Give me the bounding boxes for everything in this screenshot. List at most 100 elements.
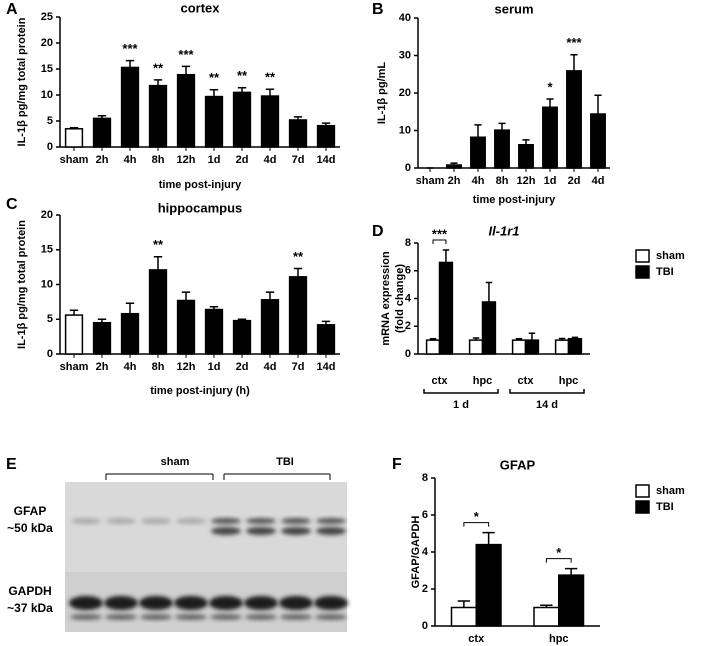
y-tick-label: 2	[422, 583, 428, 595]
significance-label: **	[153, 237, 164, 252]
y-axis-title: IL-1β pg/mL	[376, 62, 388, 125]
x-tick-label: 4d	[264, 154, 277, 166]
blot-band	[314, 596, 348, 610]
y-tick-label: 10	[41, 89, 53, 101]
x-tick-label: 2d	[568, 175, 581, 187]
bar	[590, 113, 606, 169]
panel-letter: E	[6, 456, 17, 473]
panel-letter: C	[6, 196, 18, 213]
bar	[524, 339, 540, 355]
x-tick-label: ctx	[468, 633, 485, 645]
chart-title: GFAP	[500, 457, 536, 472]
significance-bracket	[463, 522, 490, 527]
bar	[64, 314, 84, 355]
x-tick-label: hpc	[473, 375, 493, 387]
bar	[470, 136, 486, 169]
error-bar	[457, 600, 471, 608]
y-tick-label: 0	[405, 162, 411, 174]
blot-group-label: sham	[161, 456, 190, 468]
chart-panel: F GFAP 0 2 4 6 8 GFAP/GAPDH ctx * hpc * sham TBI	[392, 456, 685, 645]
blot-band	[211, 527, 241, 535]
error-bar	[528, 332, 536, 341]
y-axis-title: IL-1β pg/mg total protein	[16, 220, 28, 349]
error-bar	[482, 531, 495, 545]
y-tick-label: 5	[47, 313, 53, 325]
x-tick-label: 14d	[317, 154, 336, 166]
x-axis-title: time post-injury	[473, 194, 556, 206]
chart-title: serum	[494, 1, 533, 16]
y-tick-label: 15	[41, 63, 53, 75]
blot-band	[281, 518, 311, 524]
significance-label: **	[153, 60, 164, 75]
bar	[566, 70, 582, 169]
x-tick-label: 2d	[236, 154, 249, 166]
y-tick-label: 25	[41, 11, 53, 23]
blot-size: ~50 kDa	[7, 521, 53, 535]
error-bar	[564, 567, 578, 576]
bar	[176, 299, 196, 355]
chart-title: Il-1r1	[488, 223, 519, 238]
y-tick-label: 6	[405, 265, 411, 277]
error-bar	[485, 281, 493, 302]
blot-band	[69, 596, 103, 610]
bar	[64, 128, 84, 148]
blot-band	[246, 527, 276, 535]
bar	[232, 319, 252, 355]
bar	[450, 606, 477, 627]
blot-band	[315, 614, 347, 620]
y-tick-label: 0	[47, 141, 53, 153]
y-tick-label: 8	[405, 237, 411, 249]
blot-band	[106, 518, 136, 524]
chart-title: hippocampus	[158, 200, 243, 215]
error-bar	[442, 249, 450, 263]
x-tick-label: hpc	[549, 633, 569, 645]
significance-label: **	[265, 70, 276, 85]
bar	[120, 312, 140, 355]
significance-label: **	[237, 68, 248, 83]
x-tick-label: sham	[60, 361, 89, 373]
bar	[554, 339, 570, 355]
bar	[148, 269, 168, 355]
panel-letter: D	[372, 223, 384, 240]
significance-label: *	[547, 79, 553, 94]
blot-band	[70, 614, 102, 620]
bar	[567, 337, 583, 355]
y-tick-label: 30	[399, 49, 411, 61]
legend-swatch	[635, 500, 650, 514]
x-tick-label: 8h	[152, 361, 165, 373]
blot-group-label: TBI	[276, 456, 294, 468]
significance-label: *	[556, 545, 562, 560]
bar	[518, 144, 534, 169]
y-tick-label: 10	[399, 124, 411, 136]
blot-band	[176, 518, 206, 524]
y-tick-label: 0	[47, 348, 53, 360]
bar	[288, 276, 308, 355]
blot-band	[279, 596, 313, 610]
blot-band	[245, 614, 277, 620]
x-tick-label: 4h	[124, 154, 137, 166]
significance-label: ***	[432, 226, 448, 241]
blot-band	[174, 596, 208, 610]
bar	[176, 73, 196, 148]
y-tick-label: 40	[399, 12, 411, 24]
blot-protein: GAPDH	[8, 584, 51, 598]
y-tick-label: 20	[41, 37, 53, 49]
blot-band	[175, 614, 207, 620]
legend-label: sham	[656, 485, 685, 497]
group-label: 1 d	[453, 399, 469, 411]
significance-bracket	[432, 239, 447, 244]
significance-label: ***	[178, 47, 194, 62]
x-tick-label: 8h	[152, 154, 165, 166]
blot-band	[244, 596, 278, 610]
y-tick-label: 4	[422, 546, 429, 558]
y-axis-title: GFAP/GAPDH	[410, 516, 422, 589]
x-tick-label: 4h	[472, 175, 485, 187]
blot-band	[71, 518, 101, 524]
x-tick-label: 1d	[208, 154, 221, 166]
y-tick-label: 15	[41, 244, 53, 256]
y-axis-title: mRNA expression	[380, 251, 392, 346]
significance-label: ***	[122, 41, 138, 56]
x-tick-label: 4h	[124, 361, 137, 373]
